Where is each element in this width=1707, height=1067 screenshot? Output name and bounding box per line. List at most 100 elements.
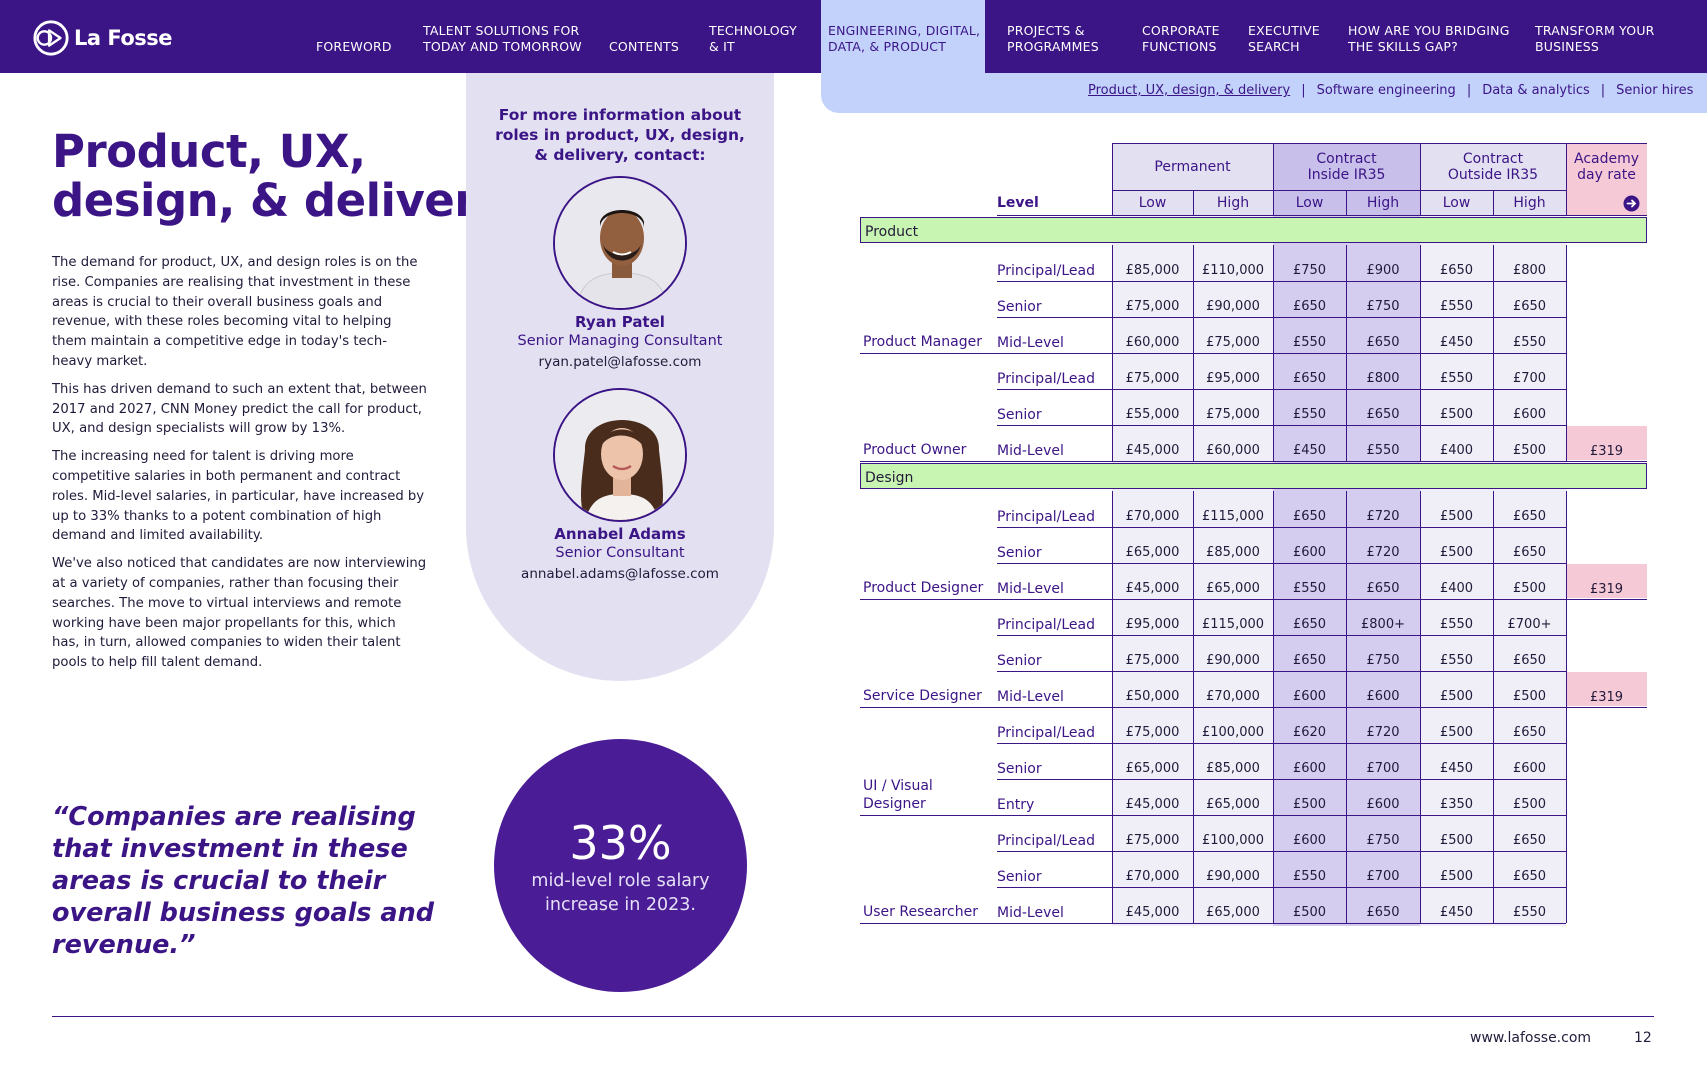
level-label: Mid-Level: [997, 581, 1064, 597]
salary-cell: £650: [1512, 653, 1547, 668]
role-name: UI / Visual Designer: [863, 778, 933, 812]
nav-contents[interactable]: CONTENTS: [609, 39, 679, 54]
table-gridline: [1112, 353, 1113, 461]
table-gridline: [1193, 707, 1194, 815]
salary-cell: £750: [1366, 653, 1400, 668]
salary-cell: £800: [1512, 263, 1547, 278]
salary-cell: £100,000: [1201, 725, 1265, 740]
subnav-senior-hires[interactable]: Senior hires: [1616, 83, 1694, 98]
table-gridline: [860, 707, 1566, 708]
salary-cell: £750: [1366, 833, 1400, 848]
salary-cell: £700: [1366, 869, 1400, 884]
table-gridline: [1346, 815, 1347, 923]
nav-foreword[interactable]: FOREWORD: [316, 39, 392, 54]
table-gridline: [1273, 599, 1274, 707]
salary-cell: £600: [1292, 689, 1327, 704]
table-gridline: [997, 215, 1647, 216]
salary-cell: £95,000: [1206, 371, 1260, 386]
salary-cell: £600: [1366, 797, 1400, 812]
table-gridline: [1566, 707, 1567, 815]
salary-cell: £70,000: [1206, 689, 1260, 704]
lafosse-logo[interactable]: La Fosse: [32, 19, 173, 57]
salary-cell: £65,000: [1206, 905, 1260, 920]
salary-cell: £550: [1439, 617, 1474, 632]
level-label: Senior: [997, 653, 1042, 669]
table-gridline: [1493, 245, 1494, 353]
stat-circle: [494, 739, 747, 992]
salary-cell: £75,000: [1125, 833, 1180, 848]
nav-talent-solutions[interactable]: TALENT SOLUTIONS FOR TODAY AND TOMORROW: [423, 23, 582, 54]
subnav-product-ux[interactable]: Product, UX, design, & delivery: [1088, 83, 1291, 98]
table-gridline: [1420, 245, 1421, 353]
contact-email[interactable]: annabel.adams@lafosse.com: [521, 566, 719, 582]
salary-cell: £450: [1292, 443, 1327, 458]
table-gridline: [1193, 353, 1194, 461]
table-gridline: [1493, 707, 1494, 815]
salary-cell: £800+: [1361, 617, 1405, 632]
table-gridline: [1566, 707, 1647, 708]
table-gridline: [1273, 353, 1274, 461]
subnav-software-engineering[interactable]: Software engineering: [1316, 83, 1456, 98]
salary-cell: £350: [1439, 797, 1474, 812]
table-gridline: [1193, 599, 1194, 707]
person-photo-icon: [555, 390, 685, 520]
salary-cell: £650: [1512, 299, 1547, 314]
table-gridline: [997, 527, 1566, 528]
salary-cell: £75,000: [1125, 653, 1180, 668]
permanent-column-bg: [1112, 190, 1273, 926]
subnav-data-analytics[interactable]: Data & analytics: [1482, 83, 1590, 98]
salary-cell: £85,000: [1206, 545, 1260, 560]
table-gridline: [1193, 245, 1194, 353]
table-gridline: [1112, 143, 1113, 215]
subnav-background: [821, 73, 1707, 113]
paragraph: The increasing need for talent is drivin…: [52, 449, 425, 544]
avatar-ryan-patel: [553, 176, 687, 310]
subnav-separator: |: [1301, 83, 1306, 98]
salary-cell: £900: [1366, 263, 1400, 278]
salary-cell: £60,000: [1125, 335, 1180, 350]
nav-transform-business[interactable]: TRANSFORM YOUR BUSINESS: [1535, 23, 1655, 54]
page-number: 12: [1634, 1030, 1652, 1046]
table-gridline: [1273, 245, 1274, 353]
salary-cell: £70,000: [1125, 509, 1180, 524]
contact-heading: For more information about roles in prod…: [495, 106, 745, 164]
table-gridline: [997, 281, 1566, 282]
salary-cell: £450: [1439, 905, 1474, 920]
table-gridline: [1112, 599, 1113, 707]
nav-technology-it[interactable]: TECHNOLOGY & IT: [709, 23, 797, 54]
table-gridline: [997, 779, 1566, 780]
table-gridline: [1493, 815, 1494, 923]
salary-cell: £550: [1292, 869, 1327, 884]
header-contract-outside-ir35: Contract Outside IR35: [1420, 143, 1566, 190]
table-gridline: [1420, 707, 1421, 815]
arrow-right-circle-icon[interactable]: [1623, 195, 1640, 216]
table-gridline: [1346, 245, 1347, 353]
salary-cell: £450: [1439, 335, 1474, 350]
page-title: Product, UX, design, & delivery: [52, 127, 505, 225]
salary-cell: £650: [1512, 833, 1547, 848]
logo-text: La Fosse: [74, 26, 173, 50]
stat-value: 33%: [569, 816, 672, 870]
nav-engineering-digital-data-product[interactable]: ENGINEERING, DIGITAL, DATA, & PRODUCT: [828, 23, 981, 54]
role-name: Product Designer: [863, 580, 984, 596]
paragraph: We've also noticed that candidates are n…: [52, 556, 427, 671]
salary-cell: £75,000: [1206, 407, 1260, 422]
salary-cell: £70,000: [1125, 869, 1180, 884]
nav-projects-programmes[interactable]: PROJECTS & PROGRAMMES: [1007, 23, 1099, 54]
footer-url[interactable]: www.lafosse.com: [1470, 1030, 1592, 1046]
salary-cell: £400: [1439, 443, 1474, 458]
nav-skills-gap[interactable]: HOW ARE YOU BRIDGING THE SKILLS GAP?: [1348, 23, 1510, 54]
salary-cell: £600: [1292, 545, 1327, 560]
salary-cell: £500: [1439, 869, 1474, 884]
table-gridline: [1420, 491, 1421, 599]
lafosse-logo-icon: [33, 20, 69, 56]
nav-corporate-functions[interactable]: CORPORATE FUNCTIONS: [1142, 23, 1220, 54]
header-level: Level: [997, 195, 1039, 211]
table-gridline: [997, 317, 1566, 318]
salary-cell: £45,000: [1125, 797, 1180, 812]
nav-executive-search[interactable]: EXECUTIVE SEARCH: [1248, 23, 1320, 54]
academy-rate-cell: £319: [1566, 672, 1647, 706]
contact-email[interactable]: ryan.patel@lafosse.com: [538, 354, 702, 370]
section-header-design: Design: [860, 463, 1647, 489]
table-gridline: [997, 563, 1566, 564]
